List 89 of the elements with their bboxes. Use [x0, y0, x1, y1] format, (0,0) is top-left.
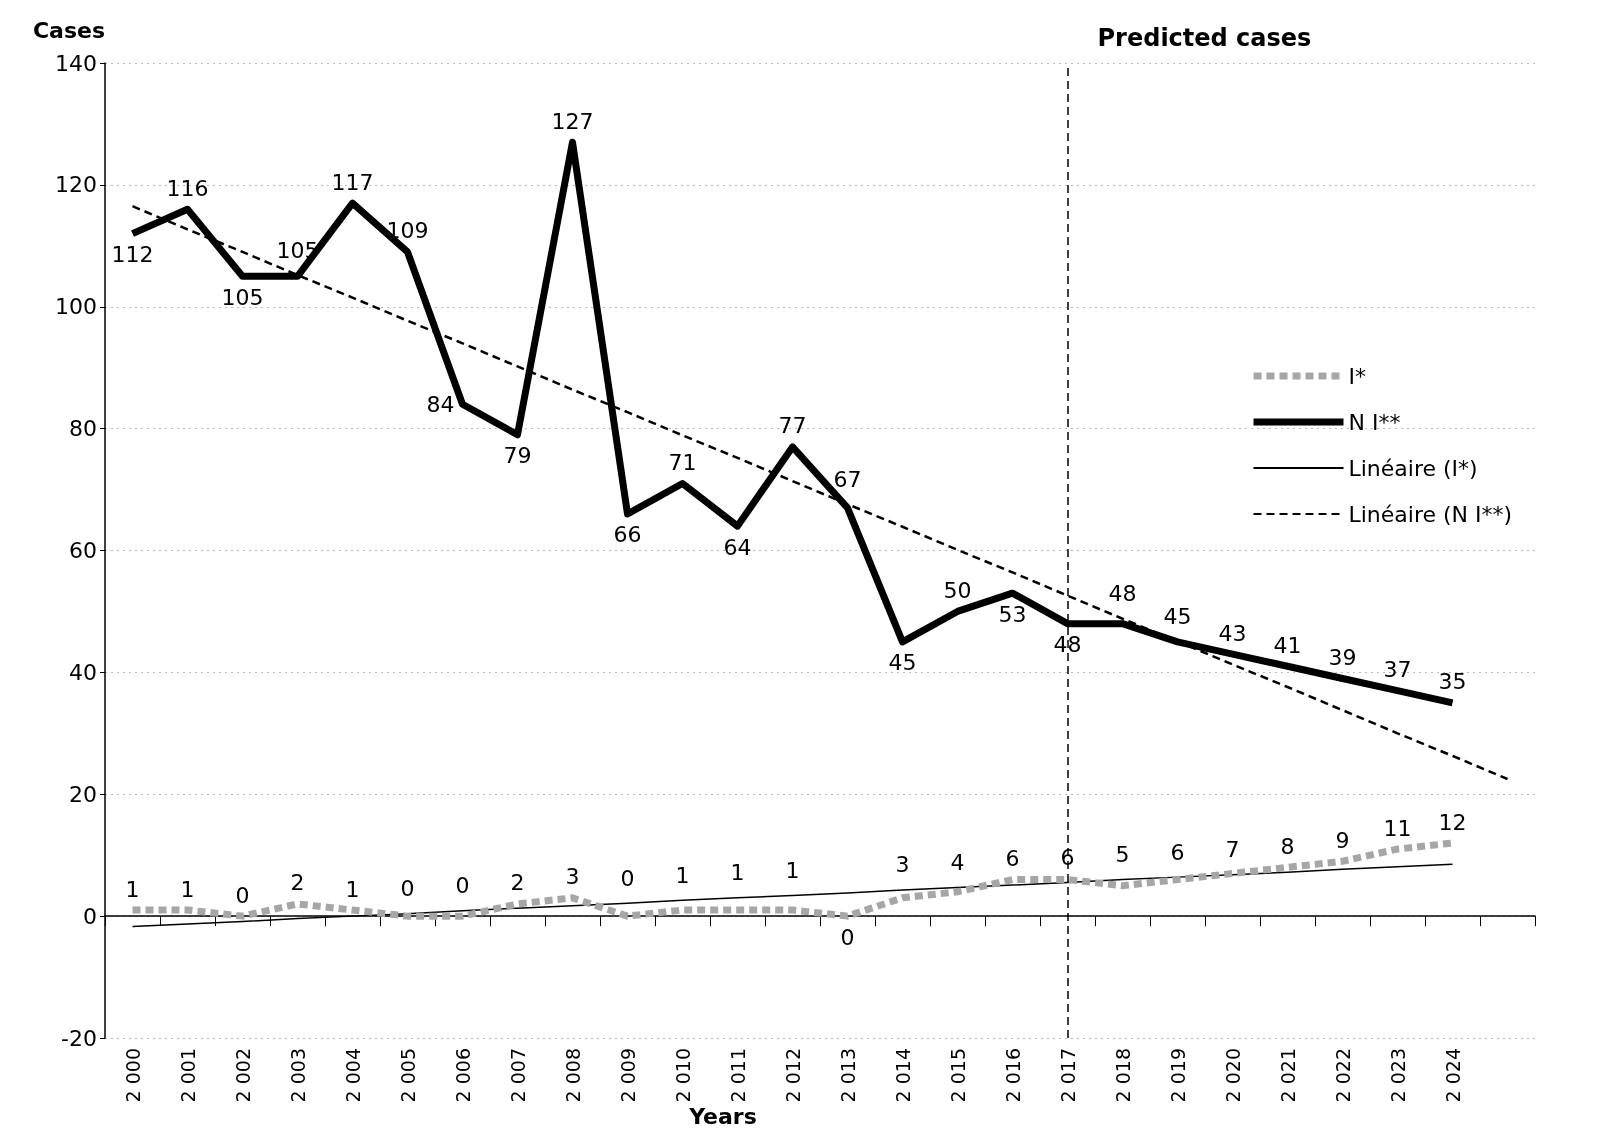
x-tick-label: 2 012	[781, 1048, 804, 1103]
x-axis-title: Years	[688, 1103, 757, 1129]
y-tick-label: 140	[55, 50, 97, 76]
x-tick-label: 2 001	[176, 1048, 199, 1103]
x-tick-label: 2 002	[231, 1048, 254, 1103]
x-tick-label: 2 000	[121, 1048, 144, 1103]
data-label: 45	[888, 650, 917, 676]
data-label: 9	[1335, 827, 1350, 853]
y-tick-label: 120	[55, 172, 97, 198]
data-label: 3	[565, 864, 580, 890]
data-label: 43	[1218, 620, 1247, 646]
data-label: 1	[125, 876, 140, 902]
x-tick-label: 2 020	[1221, 1048, 1244, 1103]
data-label: 53	[998, 601, 1027, 627]
x-tick-label: 2 010	[671, 1048, 694, 1103]
x-tick-label: 2 017	[1056, 1048, 1079, 1103]
data-label: 0	[840, 924, 855, 950]
x-tick-label: 2 016	[1001, 1048, 1024, 1103]
data-label: 6	[1005, 846, 1020, 872]
y-tick-label: 100	[55, 294, 97, 320]
x-tick-label: 2 021	[1276, 1048, 1299, 1103]
data-label: 2	[290, 870, 305, 896]
data-label: 48	[1053, 632, 1082, 658]
y-tick-label: 80	[69, 416, 97, 442]
data-label: 67	[833, 466, 862, 492]
data-label: 0	[455, 873, 470, 899]
data-label: 12	[1438, 809, 1467, 835]
data-label: 39	[1328, 644, 1357, 670]
data-label: 79	[503, 443, 532, 469]
data-label: 4	[950, 849, 965, 875]
data-label: 6	[1060, 845, 1075, 871]
x-tick-label: 2 019	[1166, 1048, 1189, 1103]
data-label: 71	[668, 449, 697, 475]
data-label: 1	[785, 857, 800, 883]
data-label: 1	[345, 876, 360, 902]
x-tick-label: 2 022	[1331, 1048, 1354, 1103]
legend-label: I*	[1348, 363, 1366, 389]
x-tick-label: 2 011	[726, 1048, 749, 1103]
data-label: 3	[895, 852, 910, 878]
data-label: 11	[1383, 815, 1412, 841]
x-tick-label: 2 006	[451, 1048, 474, 1103]
x-tick-label: 2 015	[946, 1048, 969, 1103]
x-tick-label: 2 024	[1441, 1048, 1464, 1103]
data-label: 112	[111, 242, 154, 268]
data-label: 6	[1170, 839, 1185, 865]
x-tick-label: 2 005	[396, 1048, 419, 1103]
data-label: 77	[778, 413, 807, 439]
data-label: 8	[1280, 833, 1295, 859]
data-label: 84	[426, 391, 455, 417]
legend-label: N I**	[1348, 409, 1401, 435]
y-axis-title: Cases	[32, 17, 105, 43]
data-label: 37	[1383, 657, 1412, 683]
x-tick-label: 2 008	[561, 1048, 584, 1103]
data-label: 1	[675, 862, 690, 888]
data-label: 50	[943, 577, 972, 603]
data-label: 2	[510, 870, 525, 896]
x-tick-label: 2 003	[286, 1048, 309, 1103]
data-label: 66	[613, 522, 642, 548]
data-label: 48	[1108, 581, 1137, 607]
x-tick-label: 2 004	[341, 1048, 364, 1103]
y-tick-label: 40	[69, 659, 97, 685]
data-label: 0	[400, 876, 415, 902]
data-label: 105	[221, 284, 264, 310]
legend-label: Linéaire (I*)	[1348, 455, 1478, 481]
x-tick-label: 2 013	[836, 1048, 859, 1103]
y-tick-label: -20	[61, 1025, 97, 1051]
y-tick-label: 0	[83, 903, 97, 929]
data-label: 45	[1163, 603, 1192, 629]
data-label: 1	[180, 876, 195, 902]
x-tick-label: 2 014	[891, 1048, 914, 1103]
data-label: 0	[235, 882, 250, 908]
ref-line-label: Predicted cases	[1097, 24, 1312, 52]
legend-label: Linéaire (N I**)	[1348, 501, 1513, 527]
x-tick-label: 2 009	[616, 1048, 639, 1103]
y-tick-label: 60	[69, 538, 97, 563]
x-tick-label: 2 018	[1111, 1048, 1134, 1103]
data-label: 35	[1438, 669, 1467, 695]
data-label: 127	[551, 108, 594, 134]
data-label: 117	[331, 169, 374, 195]
data-label: 7	[1225, 837, 1240, 863]
data-label: 116	[166, 175, 209, 201]
data-label: 64	[723, 534, 752, 560]
data-label: 41	[1273, 632, 1302, 658]
data-label: 5	[1115, 842, 1130, 868]
y-tick-label: 20	[69, 781, 97, 807]
x-tick-label: 2 007	[506, 1048, 529, 1103]
x-tick-label: 2 023	[1386, 1048, 1409, 1103]
data-label: 1	[730, 860, 745, 886]
data-label: 0	[620, 865, 635, 891]
